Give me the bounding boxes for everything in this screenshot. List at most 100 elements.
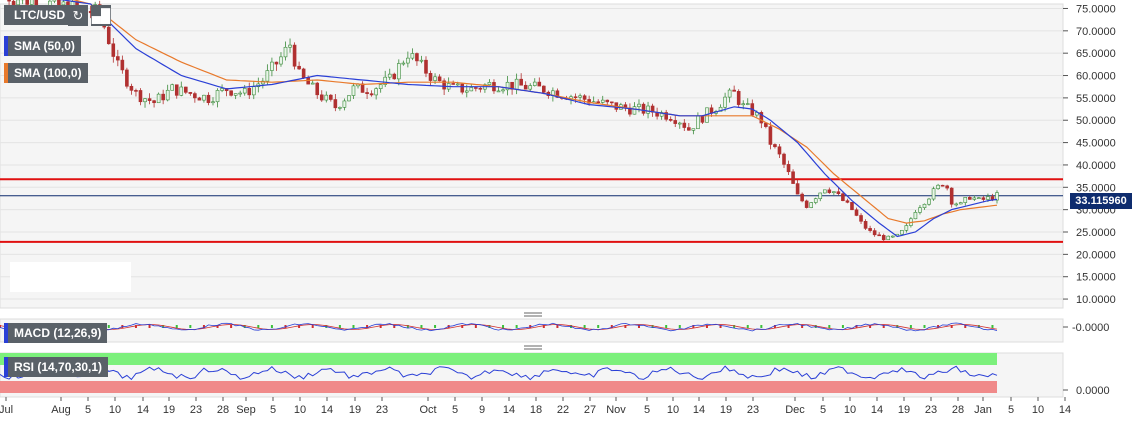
refresh-icon[interactable]: ↻: [68, 5, 88, 26]
time-axis-ticks: Jul Aug 5 10 14 19 23 28 Sep 5 10 14 19 23 Oct 5 9 14 18 22…: [0, 397, 1071, 416]
macd-pane: [0, 318, 1064, 343]
candle-body: [609, 101, 614, 104]
candle-body: [415, 53, 419, 62]
rsi-axis-tick: 0.0000: [1076, 385, 1110, 397]
macd-histogram-bar: [434, 325, 437, 328]
y-tick-label: 15.0000: [1076, 272, 1116, 284]
x-tick-label: 5: [452, 404, 458, 416]
macd-histogram-bar: [298, 325, 301, 328]
candle-body: [319, 94, 324, 101]
candle-body: [573, 96, 578, 99]
x-tick-label: Jul: [0, 404, 13, 416]
candle-body: [387, 73, 392, 78]
macd-histogram-bar: [338, 325, 341, 328]
candle-body: [510, 81, 514, 90]
rsi-label[interactable]: RSI (14,70,30,1): [4, 357, 109, 377]
candle-body: [949, 187, 954, 205]
sma50-label[interactable]: SMA (50,0): [4, 36, 81, 56]
candle-body: [836, 191, 841, 195]
macd-histogram-bar: [243, 325, 246, 328]
candle-body: [582, 95, 587, 100]
macd-histogram-bar: [366, 325, 369, 328]
candle-body: [197, 97, 202, 101]
price-grid: [0, 7, 1063, 300]
candle-body: [315, 82, 320, 96]
macd-histogram-bar: [923, 325, 926, 328]
chart-type-icon[interactable]: ▄█: [91, 5, 111, 26]
macd-histogram-bar: [977, 325, 980, 328]
price-pane: [0, 3, 1064, 309]
pair-label[interactable]: LTC/USD: [4, 5, 72, 25]
macd-histogram-bar: [202, 325, 205, 328]
macd-histogram-bar: [733, 325, 736, 328]
x-tick-label: Nov: [606, 404, 626, 416]
y-tick-label: 40.0000: [1076, 160, 1116, 172]
candle-body: [664, 112, 668, 120]
macd-histogram-bar: [760, 325, 763, 328]
candle-body: [442, 80, 446, 90]
macd-histogram-bar: [270, 325, 273, 328]
candle-body: [433, 76, 437, 81]
candle-body: [968, 197, 972, 200]
candle-body: [791, 171, 795, 184]
candle-body: [555, 90, 560, 98]
candle-body: [854, 209, 859, 216]
y-tick-label: 55.0000: [1076, 93, 1116, 105]
x-tick-label: 14: [871, 404, 883, 416]
candle-body: [804, 200, 809, 208]
rsi-overbought-zone: [0, 353, 997, 365]
sma100-label[interactable]: SMA (100,0): [4, 63, 88, 83]
candle-body: [700, 115, 705, 123]
candle-body: [455, 83, 460, 86]
macd-histogram-bar: [542, 325, 545, 328]
candle-body: [886, 235, 891, 241]
candle-body: [632, 106, 637, 115]
macd-histogram-bar: [162, 325, 165, 328]
candle-body: [659, 112, 664, 117]
candle-body: [265, 70, 270, 82]
candle-body: [605, 99, 610, 103]
candle-body: [537, 81, 542, 87]
macd-histogram-bar: [420, 325, 423, 328]
candle-body: [165, 89, 170, 101]
macd-histogram-bar: [719, 325, 722, 328]
candle-body: [279, 56, 283, 65]
candle-body: [170, 84, 175, 91]
candle-body: [523, 84, 528, 90]
x-tick-label: 27: [584, 404, 596, 416]
candle-body: [460, 83, 465, 93]
candle-body: [451, 83, 455, 85]
candle-body: [378, 84, 383, 89]
candle-body: [687, 127, 691, 131]
macd-histogram-bar: [529, 325, 532, 328]
candle-body: [283, 46, 288, 58]
candle-body: [487, 82, 492, 85]
candle-body: [57, 0, 61, 6]
candle-body: [464, 90, 469, 93]
macd-axis-tick: -0.0000: [1072, 322, 1109, 334]
candle-body: [129, 85, 134, 91]
macd-histogram-bar: [896, 325, 899, 328]
pane-splitter-handle[interactable]: [524, 312, 542, 317]
x-tick-label: 5: [820, 404, 826, 416]
candle-body: [292, 44, 297, 67]
macd-histogram-bar: [556, 325, 559, 328]
candle-body: [877, 234, 881, 237]
candle-body: [827, 189, 832, 193]
candle-body: [863, 221, 868, 229]
y-tick-label: 35.0000: [1076, 182, 1116, 194]
macd-histogram-bar: [801, 325, 804, 328]
macd-histogram-bar: [474, 325, 477, 328]
candle-body: [904, 225, 909, 231]
x-tick-label: 23: [925, 404, 937, 416]
macd-label[interactable]: MACD (12,26,9): [4, 323, 108, 343]
candle-body: [270, 61, 274, 71]
candle-body: [668, 119, 673, 121]
candle-body: [392, 73, 397, 80]
rsi-oversold-zone: [0, 381, 997, 393]
candle-body: [229, 90, 233, 96]
macd-histogram-bar: [964, 325, 967, 328]
candle-body: [161, 93, 165, 101]
pane-splitter-handle[interactable]: [524, 345, 542, 350]
macd-histogram-bar: [624, 325, 627, 328]
